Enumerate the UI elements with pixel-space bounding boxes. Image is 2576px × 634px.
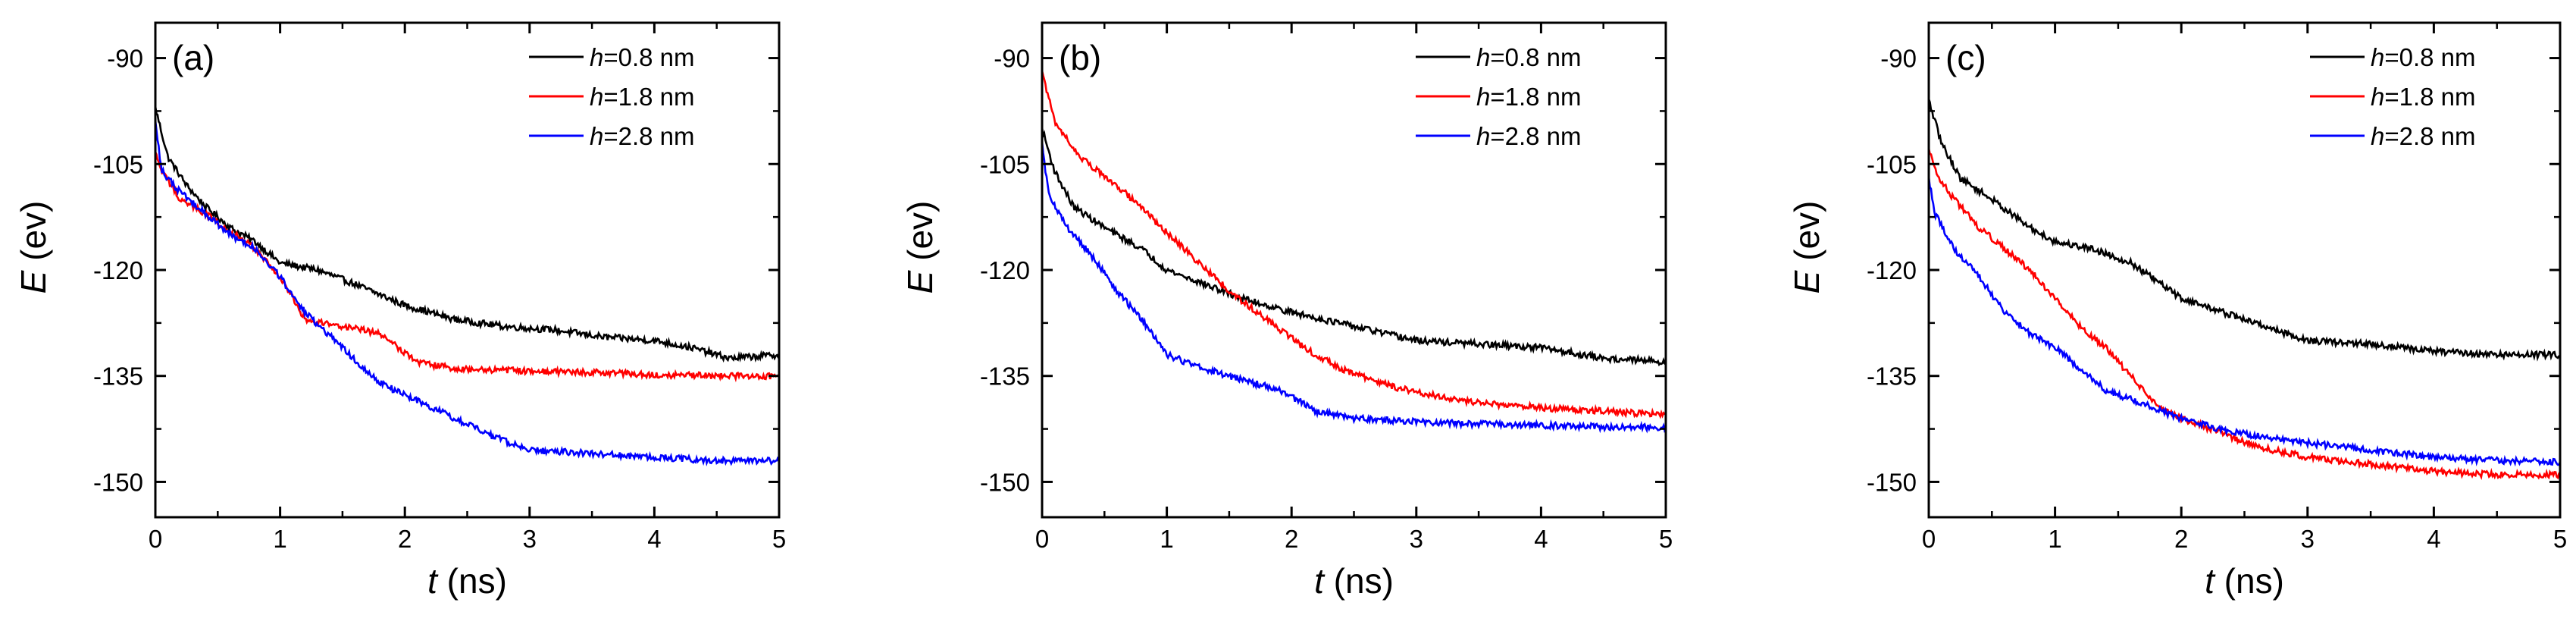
legend-label: h=2.8 nm [590, 122, 695, 150]
panel-label: (b) [1059, 38, 1101, 77]
x-axis-label: t (ns) [427, 561, 507, 601]
series-line-1 [1929, 99, 2560, 362]
x-axis-variable: t [2205, 561, 2216, 601]
x-tick-label: 2 [398, 525, 412, 553]
legend-variable: h [590, 43, 603, 71]
chart-panel-c: 0 1 2 3 4 5 -90 -105 -120 -135 -150 t (ns) E (ev) (c)… [1787, 21, 2567, 601]
series-line-2 [1042, 71, 1666, 419]
panel-label: (a) [172, 38, 214, 77]
y-tick-label: -105 [93, 150, 143, 178]
chart-panel-b: 0 1 2 3 4 5 -90 -105 -120 -135 -150 t (ns) E (ev) (b)… [900, 21, 1673, 601]
y-axis-label: E (ev) [900, 201, 940, 294]
x-axis-label: t (ns) [2205, 561, 2284, 601]
legend-label: h=1.8 nm [2371, 83, 2476, 111]
legend-variable: h [590, 122, 603, 150]
y-tick-label: -90 [1880, 45, 1917, 73]
legend-value: =0.8 nm [2384, 43, 2475, 71]
series-line-1 [1042, 127, 1666, 367]
x-axis-unit: (ns) [1324, 561, 1394, 601]
x-tick-label: 3 [523, 525, 537, 553]
x-tick-label: 4 [647, 525, 661, 553]
legend-label: h=2.8 nm [2371, 122, 2476, 150]
x-axis-label: t (ns) [1314, 561, 1394, 601]
y-axis-label: E (ev) [1787, 201, 1826, 294]
y-tick-label: -135 [1867, 363, 1917, 391]
legend-variable: h [1476, 43, 1490, 71]
y-tick-label: -150 [980, 468, 1030, 496]
x-tick-label: 5 [1659, 525, 1673, 553]
x-tick-label: 5 [2553, 525, 2567, 553]
y-tick-label: -135 [980, 363, 1030, 391]
y-axis-variable: E [900, 269, 940, 293]
y-tick-label: -120 [93, 256, 143, 284]
series-line-2 [155, 151, 779, 383]
y-tick-label: -120 [1867, 256, 1917, 284]
panel-label: (c) [1945, 38, 1986, 77]
y-tick-label: -105 [980, 150, 1030, 178]
x-tick-label: 0 [1922, 525, 1936, 553]
legend-label: h=0.8 nm [590, 43, 695, 71]
y-axis-variable: E [1787, 269, 1826, 293]
legend-variable: h [2371, 122, 2384, 150]
legend-variable: h [1476, 122, 1490, 150]
y-tick-label: -90 [994, 45, 1030, 73]
legend-label: h=0.8 nm [2371, 43, 2476, 71]
legend-variable: h [2371, 43, 2384, 71]
x-tick-label: 2 [2174, 525, 2188, 553]
y-tick-label: -135 [93, 363, 143, 391]
series-line-3 [1042, 141, 1666, 434]
legend-value: =0.8 nm [1490, 43, 1581, 71]
y-axis-unit: (ev) [900, 201, 940, 271]
x-axis-unit: (ns) [2214, 561, 2284, 601]
legend-value: =0.8 nm [603, 43, 694, 71]
x-axis-variable: t [427, 561, 439, 601]
legend-value: =2.8 nm [2384, 122, 2475, 150]
legend-label: h=0.8 nm [1476, 43, 1582, 71]
x-tick-label: 4 [1534, 525, 1548, 553]
legend-label: h=1.8 nm [1476, 83, 1582, 111]
y-tick-label: -150 [1867, 468, 1917, 496]
chart-panel-a: 0 1 2 3 4 5 -90 -105 -120 -135 -150 t (ns) E (ev) (a)… [14, 21, 786, 601]
legend-label: h=1.8 nm [590, 83, 695, 111]
x-tick-label: 2 [1285, 525, 1298, 553]
legend-value: =2.8 nm [1490, 122, 1581, 150]
y-tick-label: -150 [93, 468, 143, 496]
x-tick-label: 3 [1410, 525, 1423, 553]
legend-value: =1.8 nm [1490, 83, 1581, 111]
y-tick-label: -105 [1867, 150, 1917, 178]
y-axis-unit: (ev) [1787, 201, 1826, 271]
x-tick-label: 4 [2427, 525, 2440, 553]
series-line-2 [1929, 148, 2560, 480]
x-tick-label: 1 [1160, 525, 1173, 553]
x-axis-variable: t [1314, 561, 1326, 601]
series-line-3 [1929, 176, 2560, 467]
x-axis-unit: (ns) [437, 561, 507, 601]
y-axis-variable: E [14, 269, 53, 293]
y-axis-unit: (ev) [14, 201, 53, 271]
legend-variable: h [590, 83, 603, 111]
x-tick-label: 0 [1035, 525, 1049, 553]
legend-value: =1.8 nm [2384, 83, 2475, 111]
legend-label: h=2.8 nm [1476, 122, 1582, 150]
x-tick-label: 5 [772, 525, 786, 553]
y-tick-label: -90 [107, 45, 143, 73]
x-tick-label: 1 [2048, 525, 2061, 553]
legend-value: =2.8 nm [603, 122, 694, 150]
y-tick-label: -120 [980, 256, 1030, 284]
legend-variable: h [2371, 83, 2384, 111]
legend-value: =1.8 nm [603, 83, 694, 111]
x-tick-label: 0 [149, 525, 162, 553]
legend-variable: h [1476, 83, 1490, 111]
x-tick-label: 1 [273, 525, 286, 553]
series-line-1 [155, 105, 779, 363]
y-axis-label: E (ev) [14, 201, 53, 294]
series-line-3 [155, 120, 779, 467]
x-tick-label: 3 [2301, 525, 2315, 553]
